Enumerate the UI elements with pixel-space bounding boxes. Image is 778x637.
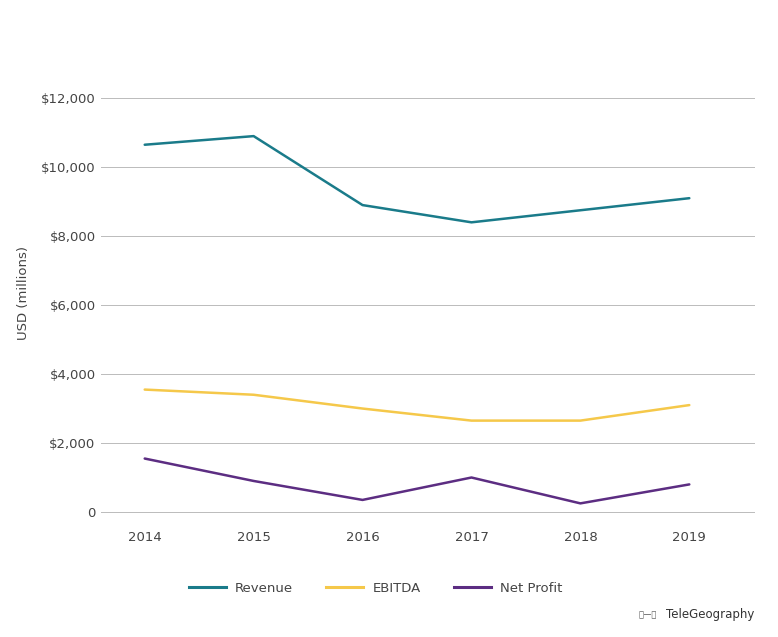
Text: ⏺—⏺: ⏺—⏺ [639,611,657,620]
Legend: Revenue, EBITDA, Net Profit: Revenue, EBITDA, Net Profit [189,582,562,595]
Text: TeleGeography: TeleGeography [666,608,755,621]
Y-axis label: USD (millions): USD (millions) [16,246,30,340]
